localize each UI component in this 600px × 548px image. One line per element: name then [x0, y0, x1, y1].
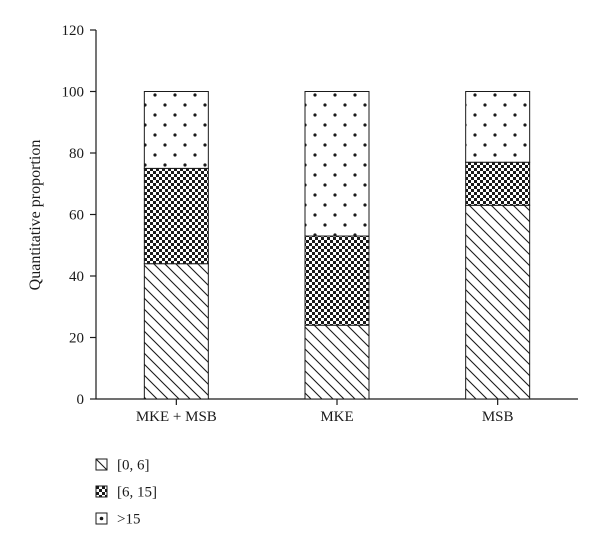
x-tick-label: MKE + MSB: [136, 409, 217, 425]
bar-segment: [465, 161, 531, 206]
y-tick-label: 0: [77, 392, 85, 408]
legend-label: [6, 15]: [117, 485, 157, 501]
y-tick-label: 60: [69, 208, 84, 224]
legend-swatch-dot: [99, 516, 104, 521]
x-tick-label: MSB: [482, 409, 514, 425]
x-axis: MKE + MSB MKE MSB: [96, 398, 578, 425]
y-tick-label: 120: [62, 23, 85, 39]
legend-swatch: [95, 458, 108, 471]
y-axis: 0 20 40 60 80 100 120: [62, 23, 97, 408]
legend-label: >15: [117, 512, 140, 528]
bar-segment: [304, 324, 370, 400]
bar-segment: [304, 91, 370, 237]
legend-label: [0, 6]: [117, 458, 150, 474]
y-axis-title: Quantitative proportion: [27, 140, 44, 291]
y-tick-label: 20: [69, 331, 84, 347]
bar-segment: [465, 91, 531, 163]
bar-segment: [143, 167, 209, 265]
y-tick-label: 100: [62, 85, 85, 101]
bar-2: [304, 91, 370, 400]
y-tick-label: 40: [69, 269, 84, 285]
bar-1: [143, 91, 209, 400]
bar-segment: [465, 204, 531, 400]
legend-swatch: [95, 485, 108, 498]
bar-segment: [143, 263, 209, 400]
bar-segment: [143, 91, 209, 169]
y-tick-label: 80: [69, 146, 84, 162]
legend-item: [0, 6]: [95, 458, 150, 474]
legend: [0, 6] [6, 15] >15: [95, 458, 157, 528]
bars: [143, 91, 531, 400]
x-tick-label: MKE: [320, 409, 353, 425]
legend-item: >15: [95, 512, 140, 528]
legend-item: [6, 15]: [95, 485, 157, 501]
bar-segment: [304, 235, 370, 326]
bar-3: [465, 91, 531, 400]
